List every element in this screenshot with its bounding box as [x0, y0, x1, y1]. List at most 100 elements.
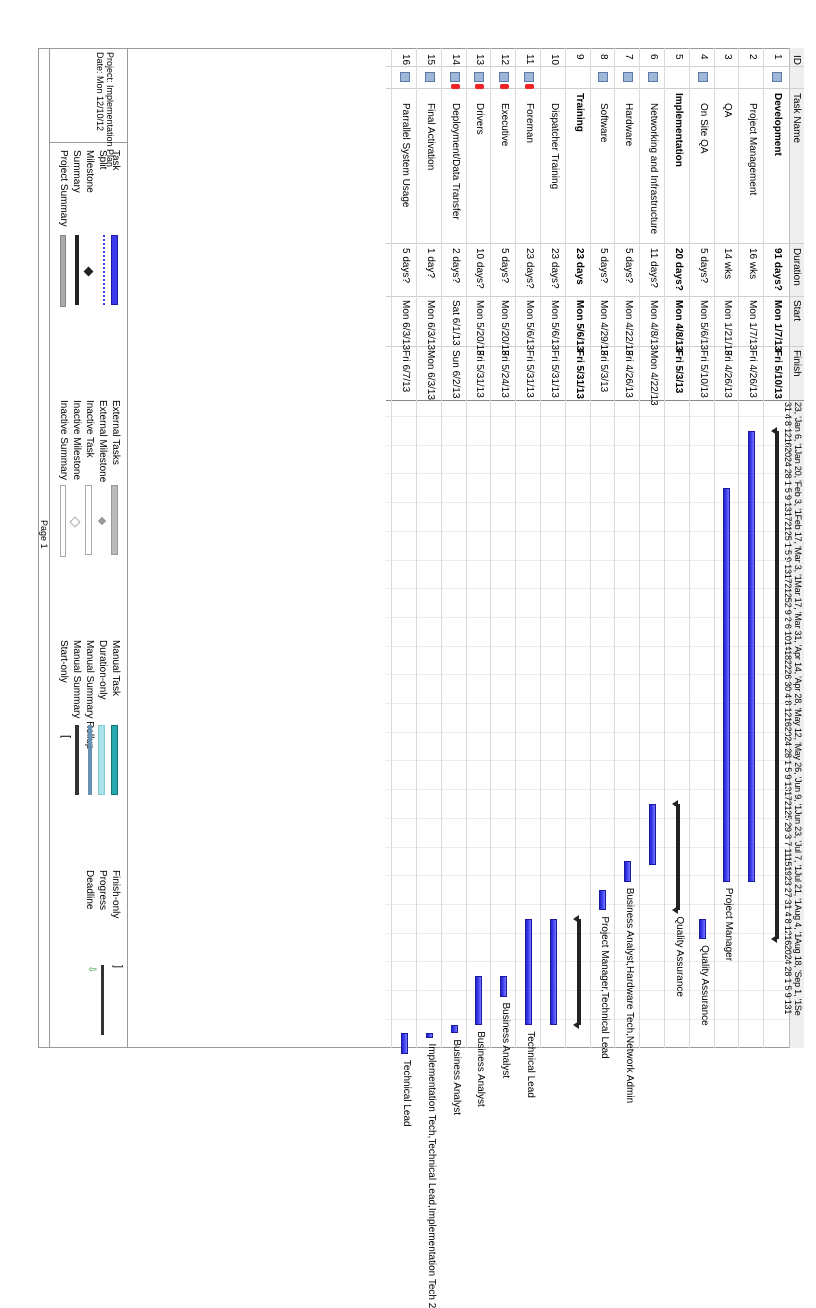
gantt-week-gridline — [386, 473, 789, 474]
legend-label: External Milestone — [97, 400, 108, 482]
warning-indicator-icon[interactable] — [475, 84, 484, 89]
resource-label: Project Manager,Technical Lead — [599, 916, 610, 1058]
task-duration: 1 day? — [424, 248, 436, 278]
task-finish: Fri 5/10/13 — [697, 350, 709, 398]
task-id: 4 — [697, 54, 709, 60]
col-sep — [386, 400, 804, 401]
notes-indicator-icon[interactable] — [450, 72, 460, 82]
header-start: Start — [790, 300, 802, 321]
gantt-week-gridline — [386, 961, 789, 962]
warning-indicator-icon[interactable] — [525, 84, 534, 89]
task-start: Mon 1/7/13 — [746, 300, 758, 350]
deadline-icon: ⇩ — [86, 965, 97, 973]
legend-symbol — [111, 235, 118, 305]
task-finish: Fri 5/24/13 — [498, 350, 510, 398]
resource-label: Business Analyst — [475, 1031, 486, 1107]
task-duration: 16 wks — [746, 248, 758, 279]
task-bar[interactable] — [401, 1033, 408, 1054]
task-finish: Fri 4/26/13 — [746, 350, 758, 398]
footer-date: Date: Mon 12/10/12 — [94, 52, 106, 131]
task-finish: Fri 6/7/13 — [399, 350, 411, 392]
warning-indicator-icon[interactable] — [500, 84, 509, 89]
task-finish: Fri 5/31/13 — [473, 350, 485, 398]
notes-indicator-icon[interactable] — [499, 72, 509, 82]
legend-label: Inactive Milestone — [71, 400, 82, 480]
task-duration: 10 days? — [473, 248, 485, 289]
task-bar[interactable] — [599, 890, 606, 911]
task-bar[interactable] — [748, 431, 755, 882]
task-bar[interactable] — [451, 1025, 458, 1033]
task-finish: Fri 5/3/13 — [672, 350, 684, 393]
task-finish: Fri 5/31/13 — [548, 350, 560, 398]
legend-symbol — [60, 485, 66, 557]
summary-bar[interactable] — [775, 431, 779, 939]
task-id: 6 — [647, 54, 659, 60]
task-name: Hardware — [622, 103, 634, 248]
task-name: On Site QA — [697, 103, 709, 248]
legend-label: Split — [97, 150, 108, 169]
task-name: Dispatcher Training — [548, 103, 560, 248]
notes-indicator-icon[interactable] — [648, 72, 658, 82]
task-duration: 5 days? — [597, 248, 609, 283]
task-bar[interactable] — [723, 488, 730, 882]
task-duration: 23 days? — [523, 248, 535, 289]
task-finish: Sun 6/2/13 — [449, 350, 461, 398]
resource-label: Business Analyst,Hardware Tech,Network A… — [624, 888, 635, 1103]
task-id: 3 — [721, 54, 733, 60]
legend-symbol — [111, 485, 118, 555]
table-row-divider — [763, 48, 764, 1048]
task-start: Mon 6/3/13 — [424, 300, 436, 350]
legend-symbol — [103, 235, 105, 305]
notes-indicator-icon[interactable] — [400, 72, 410, 82]
task-name: Development — [771, 93, 783, 238]
task-start: Sat 6/1/13 — [449, 300, 461, 346]
notes-indicator-icon[interactable] — [772, 72, 782, 82]
task-start: Mon 5/6/13 — [523, 300, 535, 350]
warning-indicator-icon[interactable] — [451, 84, 460, 89]
table-row-divider — [391, 48, 392, 1048]
task-duration: 5 days? — [697, 248, 709, 283]
task-bar[interactable] — [525, 919, 532, 1026]
notes-indicator-icon[interactable] — [623, 72, 633, 82]
task-finish: Fri 5/10/13 — [771, 350, 783, 399]
legend-label: Manual Summary — [71, 640, 82, 718]
resource-label: Technical Lead — [401, 1060, 412, 1127]
task-bar[interactable] — [475, 976, 482, 1025]
summary-bar-end-cap — [573, 1021, 579, 1029]
task-id: 16 — [399, 54, 411, 65]
notes-indicator-icon[interactable] — [524, 72, 534, 82]
task-bar[interactable] — [649, 804, 656, 866]
notes-indicator-icon[interactable] — [598, 72, 608, 82]
notes-indicator-icon[interactable] — [425, 72, 435, 82]
legend-symbol — [111, 725, 118, 795]
task-bar[interactable] — [550, 919, 557, 1026]
task-duration: 5 days? — [498, 248, 510, 283]
task-bar[interactable] — [426, 1033, 433, 1038]
task-id: 10 — [548, 54, 560, 65]
task-bar[interactable] — [624, 861, 631, 882]
task-duration: 11 days? — [647, 248, 659, 288]
notes-indicator-icon[interactable] — [474, 72, 484, 82]
task-name: Project Management — [746, 103, 758, 248]
legend-finish-only-symbol: ] — [112, 965, 124, 968]
task-start: Mon 5/20/13 — [498, 300, 510, 356]
task-name: Drivers — [473, 103, 485, 248]
summary-bar[interactable] — [577, 919, 581, 1026]
legend-label: Inactive Summary — [58, 400, 69, 480]
legend-label: Summary — [71, 150, 82, 193]
page-number: Page 1 — [38, 520, 50, 549]
legend-start-only-symbol: [ — [60, 735, 72, 738]
summary-bar-start-cap — [672, 800, 678, 808]
resource-label: Business Analyst — [500, 1003, 511, 1079]
task-id: 2 — [746, 54, 758, 60]
task-bar[interactable] — [699, 919, 706, 940]
table-row-divider — [590, 48, 591, 1048]
task-bar[interactable] — [500, 976, 507, 997]
summary-bar[interactable] — [676, 804, 680, 911]
task-name: Deployment/Data Transfer — [449, 103, 461, 248]
task-id: 5 — [672, 54, 684, 60]
notes-indicator-icon[interactable] — [698, 72, 708, 82]
legend-label: External Tasks — [110, 400, 121, 465]
task-finish: Fri 4/26/13 — [622, 350, 634, 398]
task-id: 13 — [473, 54, 485, 65]
